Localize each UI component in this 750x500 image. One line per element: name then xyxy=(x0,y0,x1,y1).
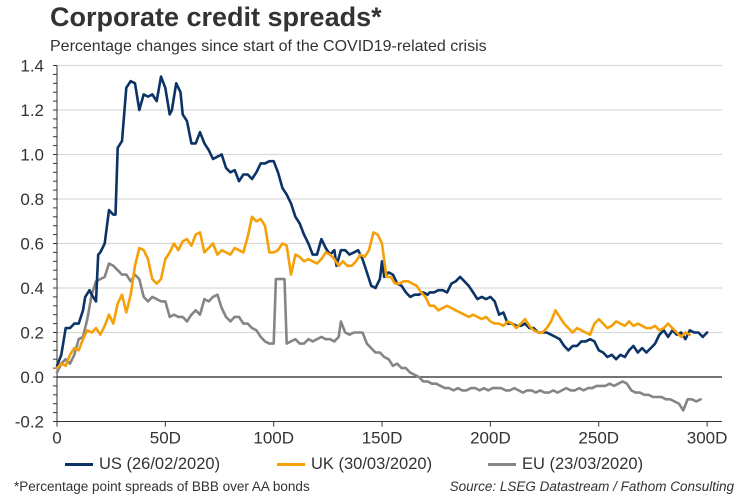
y-tick-label: 0.6 xyxy=(20,235,44,254)
legend: US (26/02/2020) UK (30/03/2020) EU (23/0… xyxy=(0,455,750,477)
chart-subtitle: Percentage changes since start of the CO… xyxy=(50,38,487,55)
x-tick-label: 250D xyxy=(578,429,619,448)
x-tick-label: 0 xyxy=(52,429,61,448)
legend-label-uk: UK (30/03/2020) xyxy=(311,455,433,473)
legend-swatch-uk xyxy=(277,463,305,466)
legend-label-us: US (26/02/2020) xyxy=(99,455,221,473)
legend-label-eu: EU (23/03/2020) xyxy=(522,455,644,473)
legend-item-eu: EU (23/03/2020) xyxy=(488,455,643,474)
legend-item-us: US (26/02/2020) xyxy=(65,455,220,474)
y-tick-label: 1.2 xyxy=(20,101,44,120)
series-line-uk xyxy=(55,215,692,370)
y-tick-label: 1.0 xyxy=(20,146,44,165)
y-tick-label: -0.2 xyxy=(15,413,44,432)
footnote: *Percentage point spreads of BBB over AA… xyxy=(14,479,310,494)
legend-swatch-us xyxy=(65,463,93,466)
y-tick-label: 0.2 xyxy=(20,324,44,343)
chart-title: Corporate credit spreads* xyxy=(50,2,382,32)
y-tick-label: 0.0 xyxy=(20,368,44,387)
gridlines xyxy=(57,64,722,334)
legend-item-uk: UK (30/03/2020) xyxy=(277,455,432,474)
y-tick-label: 0.4 xyxy=(20,279,44,298)
series-line-us xyxy=(55,75,709,368)
source-note: Source: LSEG Datastream / Fathom Consult… xyxy=(449,479,734,494)
series-line-eu xyxy=(55,262,702,412)
x-tick-label: 200D xyxy=(470,429,511,448)
y-tick-label: 1.4 xyxy=(20,57,44,76)
x-tick-label: 150D xyxy=(362,429,403,448)
x-tick-label: 300D xyxy=(687,429,728,448)
axes xyxy=(53,65,722,427)
legend-swatch-eu xyxy=(488,463,516,466)
series-lines xyxy=(55,75,709,412)
x-tick-label: 100D xyxy=(253,429,294,448)
x-tick-label: 50D xyxy=(150,429,181,448)
tick-labels: -0.2 0.0 0.2 0.4 0.6 0.8 1.0 1.2 1.4 0 50D 100D 150D… xyxy=(15,57,728,448)
y-tick-label: 0.8 xyxy=(20,190,44,209)
